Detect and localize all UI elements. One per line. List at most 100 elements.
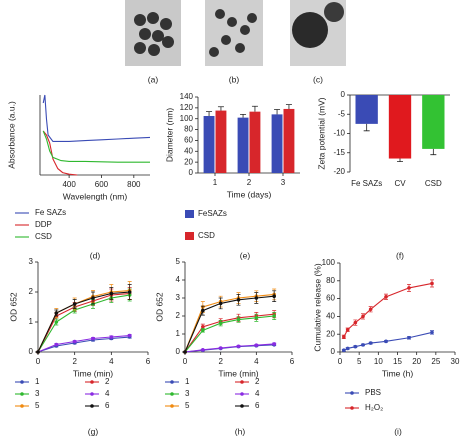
x-tick-label: 4 — [254, 357, 259, 366]
y-tick-label: 20 — [326, 329, 335, 338]
point — [54, 320, 59, 324]
y-tick-label: 1 — [176, 329, 181, 338]
legend-label: 6 — [105, 401, 110, 410]
legend-label: PBS — [365, 388, 381, 397]
y-axis-title: OD 652 — [8, 292, 18, 322]
point — [384, 339, 388, 344]
y-tick-label: 40 — [326, 312, 335, 321]
x-axis-title: Time (h) — [382, 368, 413, 378]
point — [36, 350, 40, 354]
point — [353, 344, 358, 349]
point — [236, 344, 241, 349]
y-tick-label: 80 — [326, 276, 335, 285]
y-axis-title: OD 652 — [154, 292, 164, 322]
x-tick-label: CV — [394, 179, 406, 188]
y-tick-label: 0 — [331, 347, 336, 356]
legend-marker — [90, 392, 94, 396]
point — [430, 281, 434, 286]
legend-label: CSD — [198, 231, 215, 240]
point — [72, 339, 77, 344]
point — [54, 311, 59, 315]
y-tick-label: 5 — [176, 257, 181, 266]
tem-image — [125, 0, 181, 66]
legend-marker — [170, 380, 174, 384]
x-axis-title: Wavelength (nm) — [63, 191, 128, 201]
error-bar — [397, 158, 403, 163]
y-tick-label: 0 — [341, 90, 346, 99]
line — [184, 315, 275, 353]
point — [236, 298, 241, 302]
legend-swatch — [185, 210, 194, 218]
y-axis-title: Zeta potential (mV) — [316, 97, 326, 169]
legend-label: 5 — [185, 401, 190, 410]
panel-label: (b) — [229, 74, 240, 84]
bar — [215, 110, 227, 173]
y-tick-label: 100 — [322, 258, 336, 267]
legend-marker — [240, 404, 244, 408]
x-tick-label: 2 — [247, 178, 252, 187]
x-tick-label: 0 — [36, 357, 41, 366]
legend-label: 6 — [255, 401, 260, 410]
y-tick-label: 3 — [29, 257, 34, 266]
y-tick-label: 120 — [180, 103, 194, 112]
x-tick-label: 10 — [374, 357, 383, 366]
x-tick-label: 20 — [412, 357, 421, 366]
point — [109, 335, 114, 339]
point — [236, 317, 241, 322]
y-tick-label: -5 — [338, 109, 346, 118]
legend-label: 3 — [35, 389, 40, 398]
x-tick-label: 800 — [127, 180, 141, 189]
y-tick-label: 20 — [184, 157, 193, 166]
point — [127, 333, 132, 338]
y-tick-label: 2 — [176, 311, 181, 320]
panel-label: (c) — [313, 74, 323, 84]
x-tick-label: 400 — [62, 180, 76, 189]
legend-marker — [240, 392, 244, 396]
legend-marker — [90, 404, 94, 408]
y-tick-label: 4 — [176, 275, 181, 284]
error-bar — [274, 109, 281, 115]
y-tick-label: -20 — [333, 167, 345, 176]
point — [342, 335, 346, 339]
y-tick-label: -15 — [333, 148, 345, 157]
point — [254, 316, 259, 320]
y-tick-label: 2 — [29, 287, 34, 296]
x-axis-title: Time (min) — [73, 368, 113, 378]
legend-marker — [350, 406, 354, 410]
legend-label: 5 — [35, 401, 40, 410]
point — [91, 296, 95, 300]
point — [201, 328, 205, 333]
legend-marker — [90, 380, 94, 384]
line — [37, 334, 130, 353]
point — [430, 330, 434, 335]
y-tick-label: -10 — [333, 129, 345, 138]
legend-label: CSD — [35, 232, 52, 241]
legend-label: 2 — [105, 377, 110, 386]
x-tick-label: 2 — [218, 357, 223, 366]
panel-label: (d) — [90, 250, 101, 260]
y-tick-label: 0 — [189, 168, 194, 177]
line — [184, 313, 275, 353]
line — [184, 293, 275, 353]
y-axis-title: Cumulative release (%) — [312, 263, 322, 352]
y-tick-label: 3 — [176, 293, 181, 302]
legend-label: FeSAZs — [198, 209, 227, 218]
point — [368, 307, 373, 312]
point — [127, 290, 132, 294]
legend-label: DDP — [35, 220, 52, 229]
line — [42, 130, 150, 163]
bar — [203, 116, 215, 173]
point — [254, 343, 259, 347]
point — [272, 314, 276, 318]
x-tick-label: 6 — [290, 357, 295, 366]
error-bar — [240, 113, 247, 118]
point — [272, 294, 276, 299]
error-bar — [217, 106, 224, 111]
x-axis-title: Time (days) — [227, 189, 272, 199]
point — [342, 348, 346, 353]
legend-marker — [20, 404, 24, 408]
y-tick-label: 1 — [29, 317, 34, 326]
x-tick-label: 3 — [281, 178, 286, 187]
legend-label: H₂O₂ — [365, 403, 383, 412]
x-tick-label: 600 — [95, 180, 109, 189]
